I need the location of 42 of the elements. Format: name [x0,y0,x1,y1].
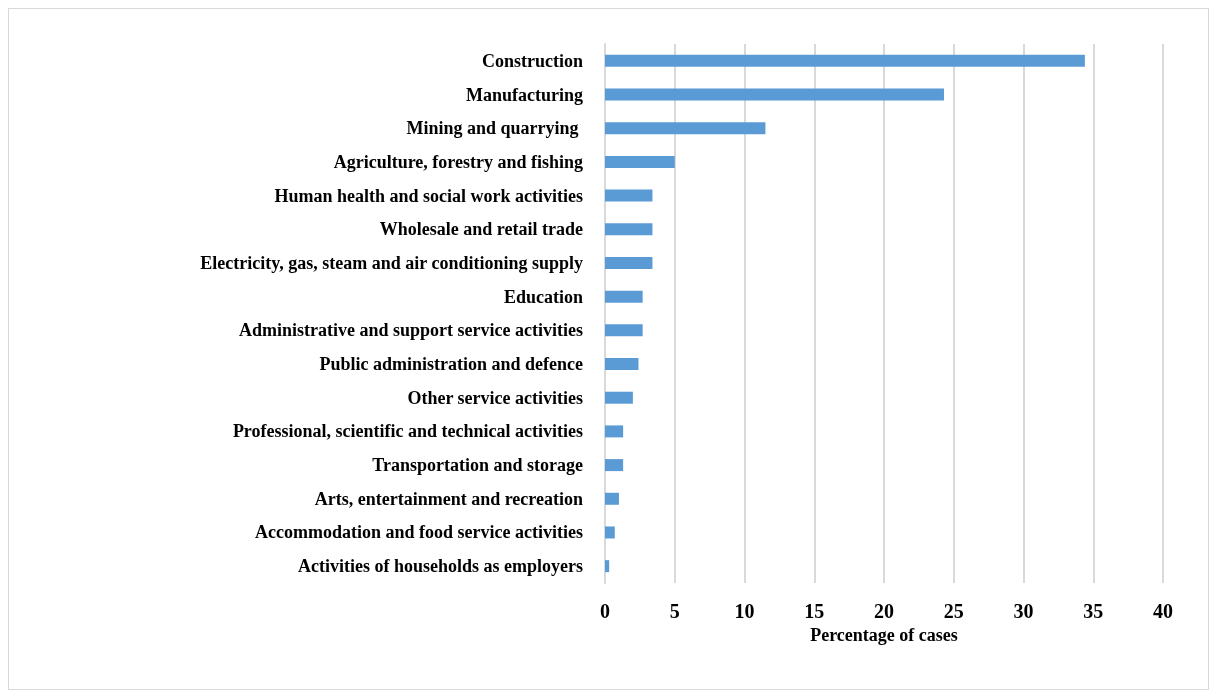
y-tick-label: Human health and social work activities [274,185,583,206]
bar [605,223,653,236]
y-tick-label: Public administration and defence [319,354,584,375]
y-tick-label: Electricity, gas, steam and air conditioning supply [200,252,583,273]
x-tick-label: 20 [874,600,894,622]
bar [605,459,624,472]
x-tick-label: 5 [669,600,680,622]
y-tick-label: Manufacturing [466,84,583,105]
y-tick-label: Construction [481,50,583,71]
y-tick-label: Administrative and support service activities [239,320,583,341]
x-tick-label: 40 [1153,600,1173,622]
y-tick-label: Transportation and storage [372,455,583,476]
bar [605,122,766,135]
x-tick-label: 30 [1013,600,1034,622]
bar [605,155,675,168]
x-tick-label: 10 [734,600,755,622]
bar [605,526,615,539]
y-tick-label: Accommodation and food service activities [255,522,583,543]
y-tick-label: Professional, scientific and technical activities [232,421,583,442]
bar [605,425,624,438]
y-tick-label: Agriculture, forestry and fishing [333,151,583,172]
y-tick-label: Other service activities [407,387,583,408]
bar [605,358,639,371]
x-tick-label: 35 [1083,600,1104,622]
x-axis-title: Percentage of cases [810,624,958,645]
bar [605,492,619,505]
x-tick-label: 15 [804,600,825,622]
y-tick-label: Education [503,286,583,307]
bar [605,560,610,573]
y-tick-label: Wholesale and retail trade [379,219,583,240]
y-tick-label: Activities of households as employers [298,556,583,577]
x-tick-label: 25 [943,600,964,622]
bar [605,391,633,404]
bar [605,88,944,101]
bar [605,54,1085,67]
x-tick-label: 0 [600,600,610,622]
y-tick-label: Arts, entertainment and recreation [314,488,583,509]
bar [605,256,653,269]
bar [605,189,653,202]
bar [605,290,643,303]
bar [605,324,643,337]
y-tick-label: Mining and quarrying [406,118,583,139]
